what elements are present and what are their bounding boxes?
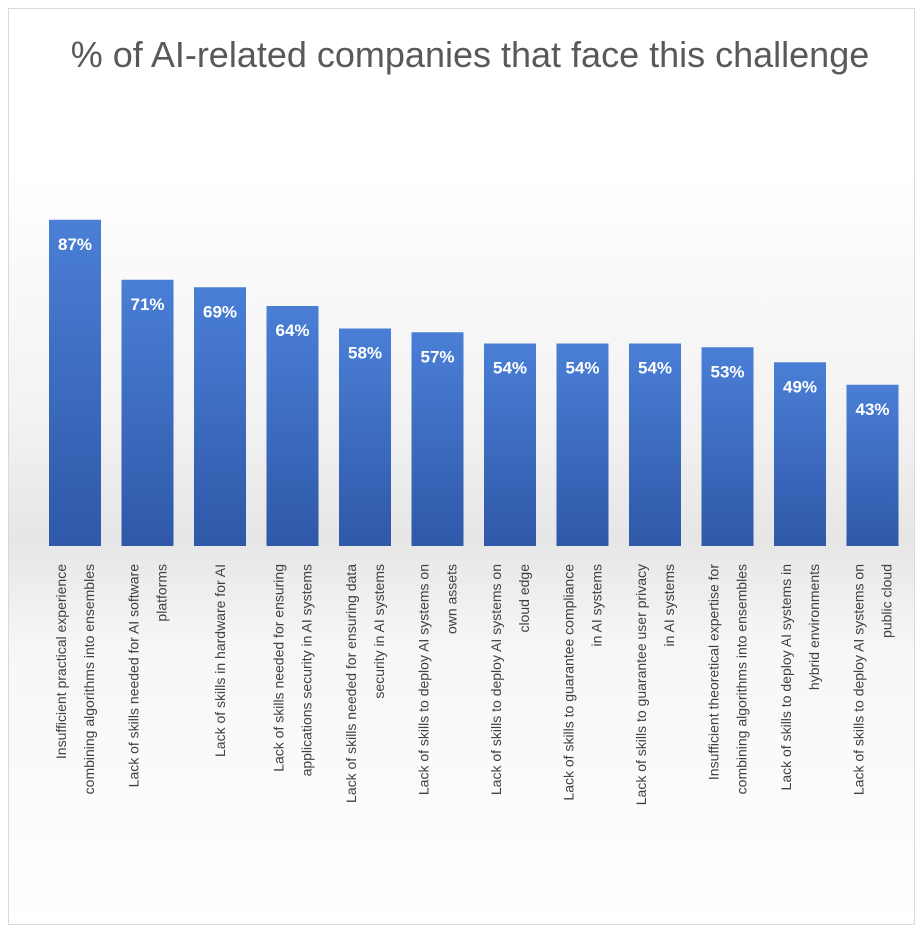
bar	[121, 279, 174, 546]
category-label-line: Insufficient practical experience	[53, 564, 69, 759]
category-label-line: Lack of skills to deploy AI systems on	[488, 564, 504, 795]
category-label-line: Lack of skills to deploy AI systems in	[778, 564, 794, 790]
category-label-line: Lack of skills to deploy AI systems on	[851, 564, 867, 795]
category-label: Insufficient theoretical expertise for co…	[706, 564, 750, 795]
category-label-line: security in AI systems	[371, 564, 387, 699]
bar	[411, 332, 464, 546]
bar-value-label: 87%	[58, 235, 92, 254]
category-label-line: Lack of skills to deploy AI systems on	[416, 564, 432, 795]
bar	[846, 384, 899, 546]
category-label-line: in AI systems	[661, 564, 677, 646]
category-label: Lack of skills needed for AI software pla…	[126, 564, 170, 788]
bar-value-label: 58%	[348, 344, 382, 363]
category-label-line: combining algorithms into ensembles	[734, 564, 750, 794]
bar-value-label: 53%	[710, 362, 744, 381]
category-label: Lack of skills needed for ensuring data s…	[343, 564, 387, 803]
category-label: Lack of skills to deploy AI systems in hy…	[778, 564, 822, 790]
bar	[194, 287, 246, 546]
category-label: Lack of skills to guarantee user privacy…	[633, 564, 677, 805]
bar-value-label: 49%	[783, 377, 817, 396]
bar-value-label: 54%	[493, 359, 527, 378]
bar-value-label: 43%	[855, 400, 889, 419]
category-label-line: Lack of skills needed for ensuring data	[343, 564, 359, 803]
bar	[49, 219, 101, 546]
category-label-line: hybrid environments	[806, 564, 822, 690]
bar-value-label: 54%	[565, 359, 599, 378]
category-label: Lack of skills to deploy AI systems on pu…	[851, 564, 895, 795]
category-label-line: in AI systems	[589, 564, 605, 646]
chart-title: % of AI-related companies that face this…	[70, 34, 870, 75]
bar	[339, 328, 391, 546]
bar-value-label: 57%	[420, 347, 454, 366]
bar	[484, 343, 536, 546]
category-label-line: Lack of skills to guarantee user privacy	[633, 564, 649, 805]
category-label-line: public cloud	[879, 564, 895, 638]
category-label: Lack of skills to deploy AI systems on ow…	[416, 564, 460, 795]
bar	[629, 343, 681, 546]
category-label: Lack of skills needed for ensuring applic…	[271, 564, 315, 776]
category-label-line: Lack of skills in hardware for AI	[212, 564, 228, 757]
category-label-line: cloud edge	[516, 564, 532, 633]
bar	[774, 362, 826, 546]
category-label-line: platforms	[154, 564, 170, 622]
category-label-line: own assets	[444, 564, 460, 634]
category-label: Lack of skills in hardware for AI	[212, 564, 228, 757]
category-label: Lack of skills to deploy AI systems on cl…	[488, 564, 532, 795]
bar-value-label: 54%	[638, 359, 672, 378]
bar-value-label: 71%	[130, 295, 164, 314]
category-label-line: Lack of skills needed for ensuring	[271, 564, 287, 772]
category-label-line: Lack of skills to guarantee compliance	[561, 564, 577, 801]
category-label: Insufficient practical experience combini…	[53, 564, 97, 795]
bar	[701, 347, 754, 546]
category-label-line: combining algorithms into ensembles	[81, 564, 97, 794]
bar	[556, 343, 609, 546]
category-label-line: applications security in AI systems	[299, 564, 315, 776]
category-label-line: Lack of skills needed for AI software	[126, 564, 142, 788]
category-label: Lack of skills to guarantee compliance in…	[561, 564, 605, 801]
category-label-line: Insufficient theoretical expertise for	[706, 564, 722, 780]
bar	[266, 306, 319, 546]
bar-value-label: 69%	[203, 302, 237, 321]
bar-value-label: 64%	[275, 321, 309, 340]
